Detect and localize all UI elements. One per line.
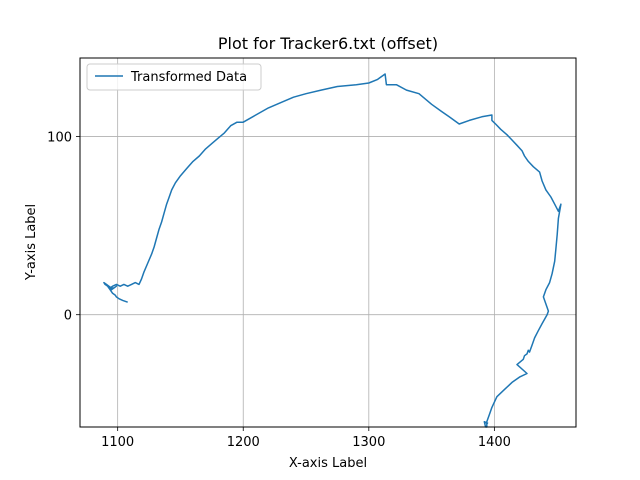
plot-frame (79, 57, 577, 428)
x-tick-label: 1200 (227, 435, 260, 450)
x-tick-label: 1400 (478, 435, 511, 450)
y-tick-label: 0 (64, 309, 72, 324)
y-tick-label: 100 (47, 130, 72, 145)
grid (80, 58, 576, 427)
x-tick-label: 1100 (101, 435, 134, 450)
series-layer (103, 73, 562, 428)
chart-title: Plot for Tracker6.txt (offset) (218, 34, 438, 53)
legend-box (86, 63, 262, 91)
legend-label-transformed-data: Transformed Data (130, 70, 247, 85)
legend: Transformed Data (86, 63, 262, 91)
x-tick-label: 1300 (352, 435, 385, 450)
ticks: 1100 1200 1300 1400 0 100 (47, 130, 511, 450)
y-axis-label: Y-axis Label (24, 204, 39, 281)
x-axis-label: X-axis Label (289, 456, 367, 471)
series-line-transformed-data (103, 73, 562, 428)
